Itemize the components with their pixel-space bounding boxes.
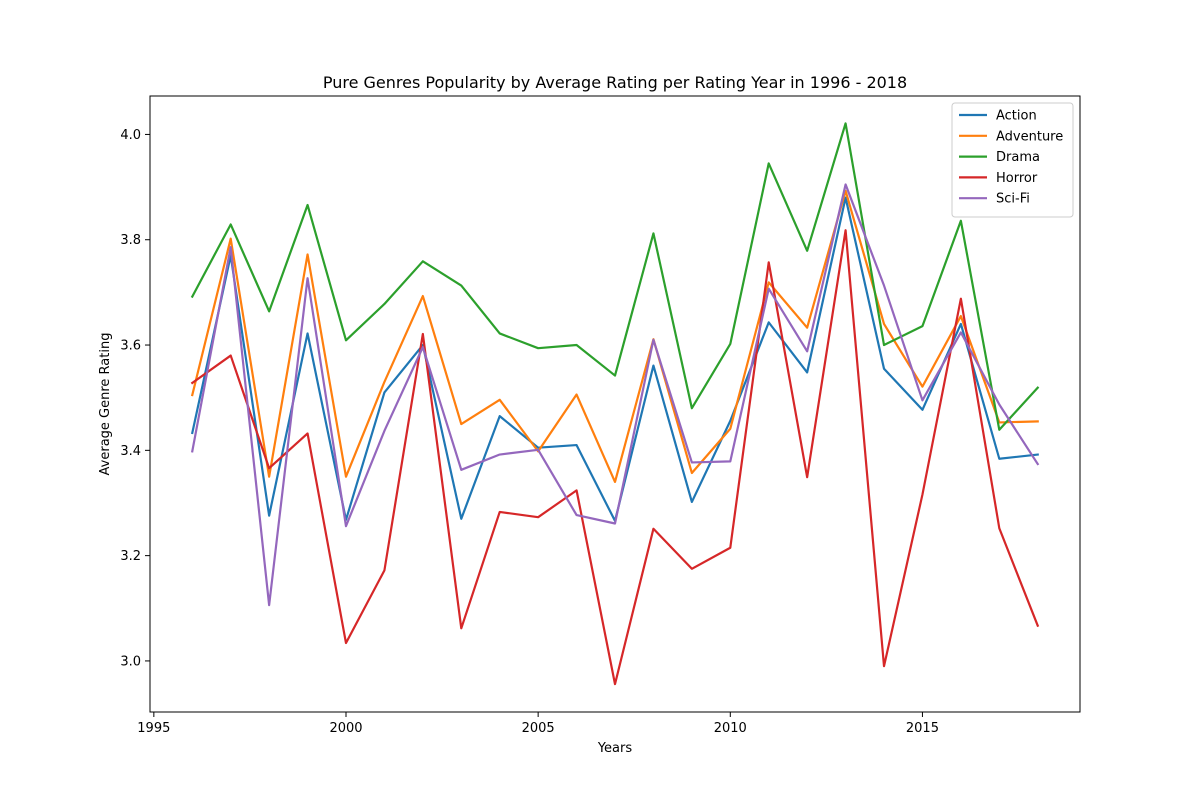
y-tick-label: 3.8: [120, 233, 141, 248]
chart-title: Pure Genres Popularity by Average Rating…: [323, 73, 907, 92]
y-tick-label: 3.6: [120, 339, 141, 354]
legend-label-action: Action: [996, 109, 1037, 124]
legend-label-adventure: Adventure: [996, 129, 1063, 144]
plot-frame: [149, 95, 1081, 713]
x-tick-label: 1995: [137, 721, 170, 736]
series-line-drama: [190, 122, 1040, 431]
series-line-horror: [190, 229, 1040, 686]
series-line-adventure: [190, 189, 1039, 484]
y-axis: 3.0 3.2 3.4 3.6 3.8 4.0: [120, 128, 150, 669]
x-axis-label: Years: [597, 741, 633, 756]
y-tick-label: 3.0: [120, 654, 141, 669]
y-axis-label: Average Genre Rating: [98, 333, 113, 476]
series-lines: [190, 122, 1040, 686]
legend-label-drama: Drama: [996, 150, 1040, 165]
y-tick-label: 3.4: [120, 444, 141, 459]
series-line-sci-fi: [190, 183, 1040, 607]
legend-label-sci-fi: Sci-Fi: [996, 192, 1030, 207]
x-tick-label: 2015: [906, 721, 939, 736]
x-tick-label: 2005: [522, 721, 555, 736]
x-tick-label: 2000: [329, 721, 362, 736]
x-axis: 1995 2000 2005 2010 2015: [137, 712, 939, 736]
y-tick-label: 4.0: [120, 128, 141, 143]
x-tick-label: 2010: [714, 721, 747, 736]
legend-label-horror: Horror: [996, 171, 1038, 186]
y-tick-label: 3.2: [120, 549, 141, 564]
legend-box: [951, 102, 1074, 218]
legend: Action Adventure Drama Horror Sci-Fi: [951, 102, 1074, 218]
